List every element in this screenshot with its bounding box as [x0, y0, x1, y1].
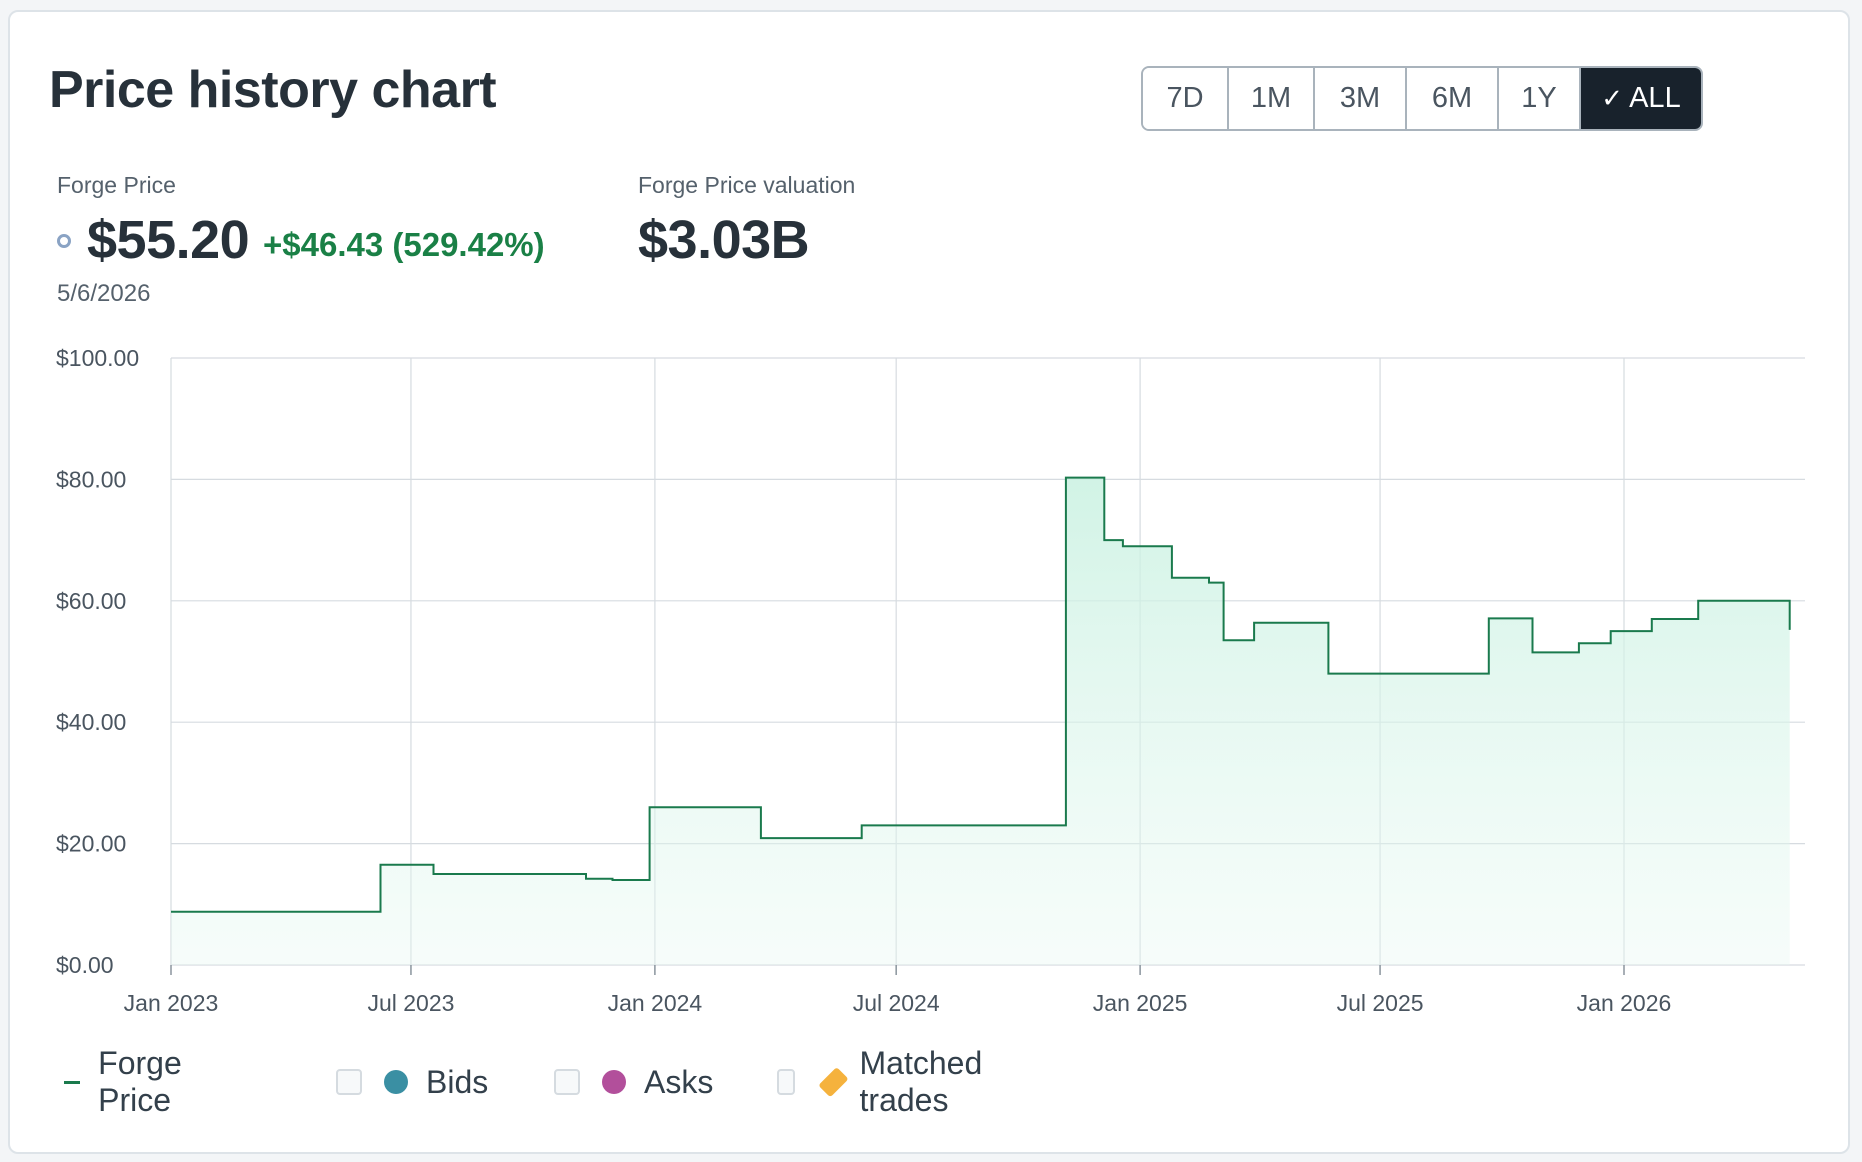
x-tick-label: Jan 2026 — [1577, 990, 1672, 1016]
valuation-label: Forge Price valuation — [638, 172, 856, 198]
forge-price-area — [171, 477, 1790, 965]
legend-label: Bids — [426, 1063, 489, 1100]
time-range-selector: 7D 1M 3M 6M 1Y ✓ ALL — [1141, 66, 1703, 131]
bids-dot-icon — [384, 1070, 408, 1094]
asks-dot-icon — [602, 1070, 626, 1094]
price-marker-icon — [57, 234, 71, 248]
checkbox-icon[interactable] — [777, 1069, 795, 1095]
range-6m-button[interactable]: 6M — [1407, 68, 1499, 129]
page-title: Price history chart — [49, 61, 497, 119]
valuation-value: $3.03B — [638, 210, 810, 270]
range-7d-button[interactable]: 7D — [1143, 68, 1229, 129]
legend-matched-trades[interactable]: Matched trades — [777, 1045, 1000, 1118]
x-tick-label: Jan 2025 — [1093, 990, 1188, 1016]
diamond-icon — [818, 1066, 849, 1098]
range-label: 7D — [1166, 82, 1204, 114]
legend-label: Matched trades — [859, 1045, 983, 1118]
y-tick-label: $20.00 — [56, 831, 126, 857]
forge-price-value: $55.20 — [87, 210, 250, 270]
y-tick-label: $0.00 — [56, 952, 114, 978]
forge-price-line — [171, 476, 1791, 913]
y-tick-label: $60.00 — [56, 588, 126, 614]
range-label: 1M — [1250, 82, 1292, 114]
checkbox-icon[interactable] — [554, 1069, 580, 1095]
legend-label: Forge Price — [98, 1045, 182, 1118]
forge-price-label: Forge Price — [57, 172, 176, 198]
x-tick-label: Jul 2024 — [853, 990, 940, 1016]
legend-forge-price[interactable]: Forge Price — [64, 1045, 194, 1118]
legend-bids[interactable]: Bids — [336, 1062, 488, 1102]
range-1m-button[interactable]: 1M — [1229, 68, 1315, 129]
range-label: ALL — [1629, 82, 1681, 114]
y-tick-label: $80.00 — [56, 466, 126, 492]
y-tick-label: $100.00 — [56, 345, 139, 371]
range-all-button[interactable]: ✓ ALL — [1581, 68, 1701, 129]
x-tick-label: Jul 2023 — [367, 990, 454, 1016]
x-tick-label: Jan 2023 — [124, 990, 219, 1016]
y-tick-label: $40.00 — [56, 709, 126, 735]
checkmark-icon: ✓ — [1601, 83, 1624, 113]
axis-labels: $0.00 $20.00 $40.00 $60.00 $80.00 $100.00 Jan … — [56, 345, 1671, 1016]
range-label: 3M — [1339, 82, 1381, 114]
line-swatch-icon — [64, 1080, 81, 1084]
line-layer — [171, 476, 1791, 913]
range-label: 6M — [1431, 82, 1473, 114]
range-1y-button[interactable]: 1Y — [1499, 68, 1581, 129]
area-layer — [171, 477, 1790, 965]
legend-asks[interactable]: Asks — [554, 1062, 713, 1102]
price-date: 5/6/2026 — [57, 280, 151, 307]
range-3m-button[interactable]: 3M — [1315, 68, 1407, 129]
range-label: 1Y — [1521, 82, 1557, 114]
checkbox-icon[interactable] — [336, 1069, 362, 1095]
x-tick-label: Jan 2024 — [608, 990, 703, 1016]
price-change: +$46.43 (529.42%) — [263, 226, 545, 263]
x-tick-label: Jul 2025 — [1337, 990, 1424, 1016]
legend-label: Asks — [644, 1063, 714, 1100]
